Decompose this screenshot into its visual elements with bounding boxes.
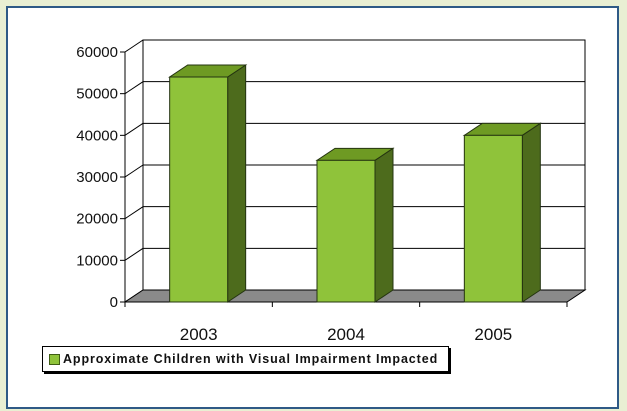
x-tick-label: 2003 — [180, 325, 218, 344]
y-tick-label: 60000 — [76, 44, 118, 61]
y-tick-label: 50000 — [76, 86, 118, 103]
side-wall-line — [124, 81, 144, 95]
y-tick-label: 30000 — [76, 169, 118, 186]
bar — [169, 76, 229, 303]
bar-side — [521, 122, 541, 303]
y-tick-label: 10000 — [76, 252, 118, 269]
x-tick-label: 2004 — [327, 325, 365, 344]
legend-label: Approximate Children with Visual Impairm… — [63, 352, 439, 366]
y-tick-label: 20000 — [76, 211, 118, 228]
bar-side — [374, 147, 394, 303]
y-tick-label: 0 — [110, 294, 118, 311]
legend-swatch — [49, 353, 60, 365]
y-tick-label: 40000 — [76, 127, 118, 144]
side-wall-line — [124, 39, 144, 53]
bar-chart: 0 10000 20000 30000 40000 50000 60000 2003 2004 2… — [76, 39, 587, 344]
side-wall-line — [124, 122, 144, 136]
side-wall-line — [124, 206, 144, 220]
chart-frame: 0 10000 20000 30000 40000 50000 60000 2003 2004 2… — [6, 6, 619, 409]
bar — [316, 159, 376, 303]
bar — [463, 134, 523, 303]
side-wall-line — [124, 164, 144, 178]
side-wall-line — [124, 247, 144, 261]
x-tick-label: 2005 — [474, 325, 512, 344]
legend: Approximate Children with Visual Impairm… — [42, 346, 450, 372]
bar-side — [227, 64, 247, 303]
